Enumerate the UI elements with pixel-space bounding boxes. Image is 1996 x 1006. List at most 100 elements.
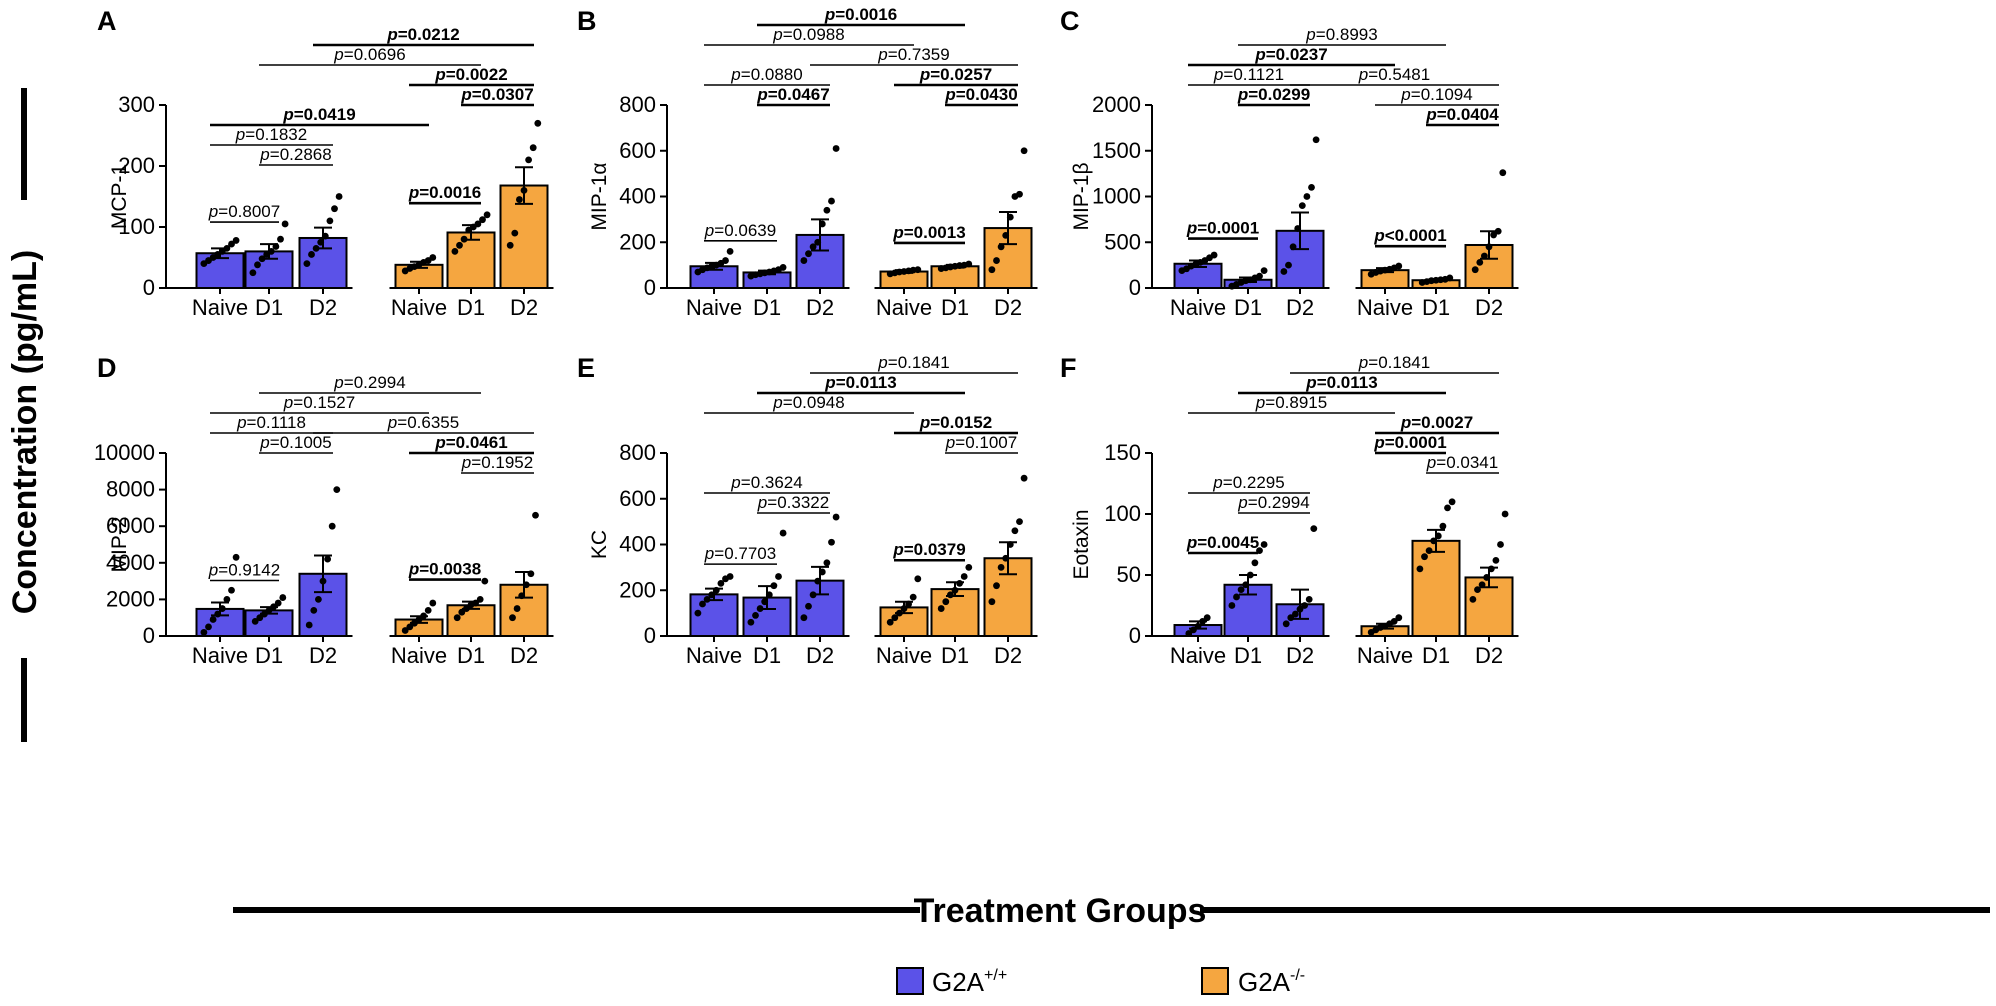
p-value-label: p=0.2994 [1237, 493, 1309, 512]
y-tick-label: 2000 [1092, 92, 1141, 117]
data-point [315, 596, 322, 603]
p-value: =0.7359 [888, 45, 950, 64]
p-symbol: p [772, 25, 782, 44]
p-value: =0.0430 [956, 85, 1018, 104]
panel-label: E [577, 353, 595, 383]
data-point [997, 243, 1005, 251]
data-point [1020, 474, 1028, 482]
p-value: =0.0379 [904, 540, 966, 559]
p-symbol: p [1400, 85, 1410, 104]
y-tick-label: 800 [619, 440, 656, 465]
data-point [1185, 630, 1193, 637]
data-point [1444, 504, 1451, 512]
p-value-label: p=0.2868 [259, 145, 331, 164]
x-category-label: D1 [753, 643, 781, 668]
data-point [1282, 620, 1290, 628]
data-point [1492, 556, 1500, 564]
data-point [532, 511, 539, 519]
data-point [303, 260, 311, 267]
data-point [232, 237, 240, 244]
data-point [993, 582, 1000, 590]
data-point [779, 264, 787, 271]
x-category-label: D1 [255, 643, 283, 668]
p-symbol: p [772, 393, 782, 412]
p-symbol: p [386, 25, 397, 44]
data-point [254, 261, 261, 269]
p-value: =0.0212 [398, 25, 460, 44]
p-symbol: p [259, 145, 269, 164]
data-point [1237, 586, 1245, 594]
data-point [429, 254, 437, 261]
p-symbol: p [1186, 533, 1197, 552]
p-value: =0.0299 [1248, 85, 1310, 104]
x-axis-title-group: Treatment Groups [233, 892, 1990, 930]
p-value: =0.1527 [293, 393, 355, 412]
data-point [331, 205, 338, 213]
p-symbol: p [1237, 85, 1248, 104]
bar [446, 231, 496, 290]
data-point [479, 216, 486, 224]
p-value: =0.2868 [270, 145, 332, 164]
bar [446, 604, 496, 637]
x-category-label: D2 [806, 643, 834, 668]
data-point [823, 559, 831, 567]
x-category-label: D2 [994, 643, 1022, 668]
p-value-label: p=0.1007 [945, 433, 1017, 452]
y-tick-label: 200 [118, 153, 155, 178]
data-point [1310, 525, 1318, 533]
p-value-label: p=0.0237 [1254, 45, 1327, 64]
p-symbol: p [235, 125, 245, 144]
data-point [909, 593, 917, 601]
data-point [509, 614, 516, 622]
p-value-label: p=0.1094 [1400, 85, 1472, 104]
p-value-label: p=0.0016 [824, 5, 897, 24]
p-symbol: p [824, 373, 835, 392]
data-point [429, 599, 437, 607]
y-tick-label: 50 [1117, 562, 1141, 587]
data-point [694, 609, 702, 617]
y-tick-label: 500 [1104, 229, 1141, 254]
y-tick-label: 0 [143, 275, 155, 300]
x-category-label: D2 [1286, 295, 1314, 320]
data-point [335, 193, 343, 200]
p-symbol: p [408, 183, 419, 202]
y-axis-title-group: Concentration (pg/mL) [6, 88, 44, 742]
y-tick-label: 100 [1104, 501, 1141, 526]
data-point [1501, 510, 1509, 518]
p-value-label: p=0.1118 [236, 413, 306, 432]
p-value-label: p=0.0430 [944, 85, 1017, 104]
x-category-label: D2 [1475, 643, 1503, 668]
p-value: =0.0237 [1266, 45, 1328, 64]
p-value: =0.1832 [245, 125, 307, 144]
p-value-label: p=0.0299 [1237, 85, 1310, 104]
data-point [525, 156, 532, 164]
p-symbol: p [1237, 493, 1247, 512]
y-tick-label: 400 [619, 532, 656, 557]
data-point [1471, 266, 1479, 274]
data-point [401, 627, 409, 634]
p-symbol: p [408, 560, 419, 579]
p-symbol: p [259, 433, 269, 452]
data-point [1011, 527, 1019, 535]
y-tick-label: 0 [1129, 623, 1141, 648]
p-symbol: p [1305, 373, 1316, 392]
p-symbol: p [919, 413, 930, 432]
p-symbol: p [1255, 393, 1265, 412]
data-point [1016, 518, 1023, 526]
x-category-label: Naive [1170, 643, 1226, 668]
data-point [1228, 602, 1236, 609]
p-value: =0.0988 [783, 25, 845, 44]
p-value: =0.0016 [419, 183, 481, 202]
p-value-label: p=0.2994 [333, 373, 405, 392]
p-symbol: p [704, 221, 714, 240]
y-tick-label: 200 [619, 229, 656, 254]
data-point [993, 257, 1000, 264]
data-point [310, 606, 318, 614]
data-point [956, 579, 963, 587]
data-point [726, 248, 734, 255]
data-point [942, 598, 950, 606]
data-point [251, 617, 259, 625]
p-value: =0.5481 [1368, 65, 1430, 84]
